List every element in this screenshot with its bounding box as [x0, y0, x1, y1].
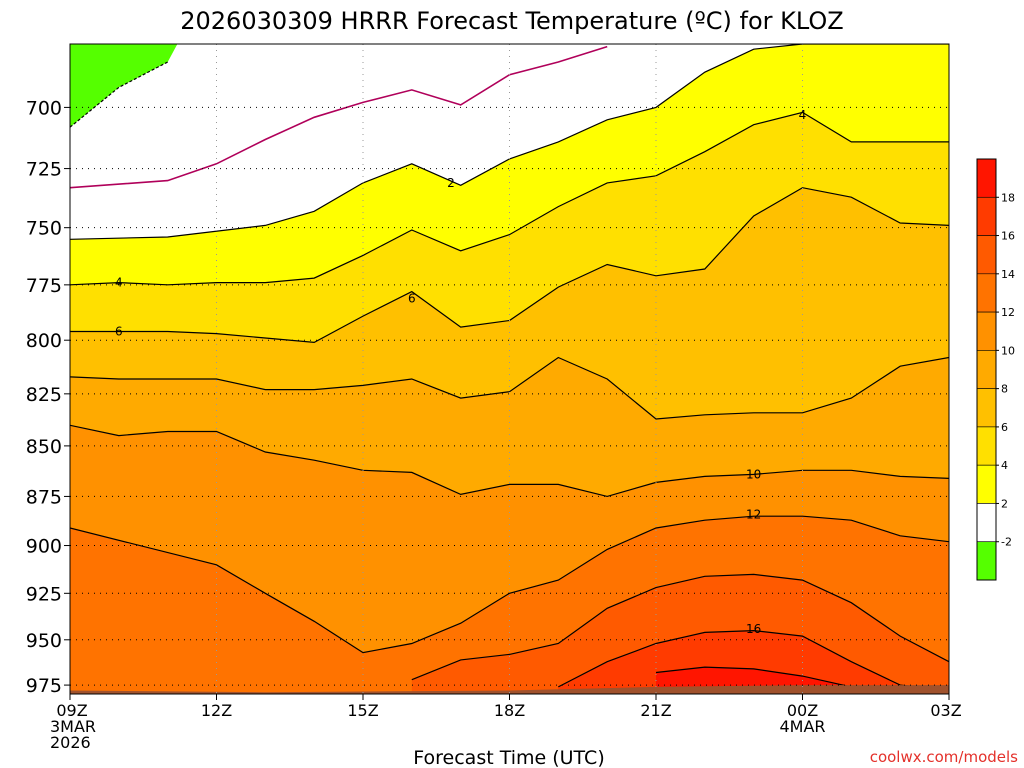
contour-label: 6	[408, 291, 416, 305]
isotherm-6	[70, 187, 949, 344]
contour-label: 10	[746, 467, 761, 481]
isotherm-8	[70, 356, 949, 420]
contour-label: 12	[746, 507, 761, 521]
y-tick-label: 825	[26, 384, 62, 406]
contour-label: 2	[447, 176, 455, 190]
colorbar-legend: 18 16 14 12 10 8 6 4 2 -2	[976, 158, 1015, 581]
isotherm-14	[411, 573, 949, 681]
x-tick-label: 12Z	[201, 701, 232, 720]
x-tick-label: 00Z	[787, 701, 818, 720]
y-tick-label: 750	[26, 218, 62, 240]
contour-label: 6	[115, 324, 123, 338]
plot-layers	[70, 44, 949, 694]
x-tick-label: 4MAR	[779, 717, 825, 736]
x-axis-label: Forecast Time (UTC)	[413, 747, 604, 768]
isotherm-18	[655, 666, 852, 688]
contour-label: 4	[115, 276, 123, 290]
contour-label: 4	[799, 108, 807, 122]
colorbar-label: 18	[1001, 191, 1015, 204]
colorbar-swatch	[976, 426, 997, 466]
colorbar-label: 10	[1001, 344, 1015, 357]
x-tick-label: 21Z	[640, 701, 671, 720]
colorbar-label: -2	[1001, 536, 1012, 549]
colorbar-label: 8	[1001, 383, 1008, 396]
x-tick-label: 15Z	[347, 701, 378, 720]
contour-label: 16	[746, 622, 761, 636]
colorbar-swatch	[976, 388, 997, 428]
isotherm-zero-dashed	[70, 61, 168, 128]
x-tick-label: 03Z	[930, 701, 961, 720]
x-tick-label: 3MAR	[50, 717, 96, 736]
x-tick-label: 09Z	[56, 701, 87, 720]
colorbar-label: 6	[1001, 421, 1008, 434]
isotherm-12	[70, 515, 949, 654]
isotherm-zero	[70, 45, 608, 189]
colorbar-swatch	[976, 541, 997, 581]
colorbar-label: 14	[1001, 268, 1015, 281]
y-tick-label: 950	[26, 630, 62, 652]
y-tick-label: 900	[26, 536, 62, 558]
temperature-band-subzero	[70, 44, 178, 128]
colorbar-swatch	[976, 196, 997, 236]
colorbar-swatch	[976, 503, 997, 543]
y-axis: 700 725 750 775 800 825 850 875 900 925 950 975	[26, 97, 70, 697]
colorbar-swatch	[976, 311, 997, 351]
y-tick-label: 925	[26, 583, 62, 605]
isotherm-4	[70, 111, 949, 286]
colorbar-swatch	[976, 464, 997, 504]
grid-lines	[70, 44, 949, 694]
credit-text: coolwx.com/models	[870, 748, 1018, 766]
temperature-band-16	[558, 630, 949, 694]
y-tick-label: 850	[26, 436, 62, 458]
chart-title: 2026030309 HRRR Forecast Temperature (ºC…	[180, 7, 844, 35]
y-tick-label: 875	[26, 486, 62, 508]
y-tick-label: 725	[26, 159, 62, 181]
y-tick-label: 975	[26, 675, 62, 697]
colorbar-label: 16	[1001, 230, 1015, 243]
y-tick-label: 775	[26, 275, 62, 297]
colorbar-label: 4	[1001, 459, 1008, 472]
ground-surface	[70, 685, 949, 694]
isotherm-16	[558, 629, 949, 691]
x-tick-label: 18Z	[494, 701, 525, 720]
colorbar-frame	[976, 158, 997, 581]
x-tick-label: 2026	[50, 733, 91, 752]
plot-area: 2 4 4 6 6 10 12 16	[69, 43, 950, 695]
y-tick-label: 700	[26, 97, 62, 119]
colorbar-label: 12	[1001, 306, 1015, 319]
colorbar-swatch	[976, 158, 997, 198]
colorbar-swatch	[976, 350, 997, 389]
colorbar-label: 2	[1001, 497, 1008, 510]
colorbar-swatch	[976, 235, 997, 275]
y-tick-label: 800	[26, 330, 62, 352]
colorbar-swatch	[976, 273, 997, 313]
